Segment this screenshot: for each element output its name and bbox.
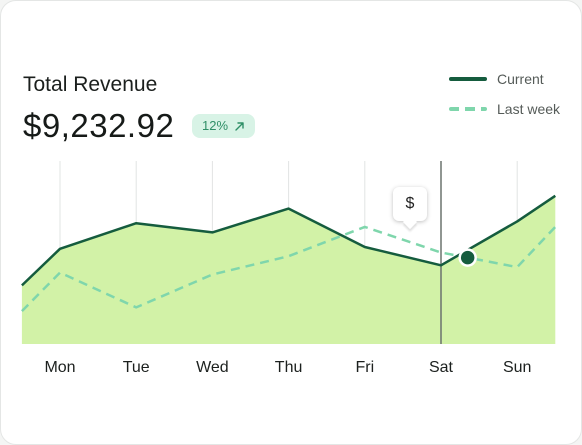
x-tick-label-mon: Mon xyxy=(44,359,76,376)
x-tick-label-tue: Tue xyxy=(122,359,150,376)
highlight-marker xyxy=(458,248,477,267)
arrow-up-right-icon xyxy=(235,121,244,131)
legend-label-current: Current xyxy=(497,71,544,87)
card-title: Total Revenue xyxy=(23,73,158,96)
x-tick-label-wed: Wed xyxy=(196,359,229,376)
x-tick-label-fri: Fri xyxy=(355,359,375,376)
change-badge: 12% xyxy=(192,114,256,138)
x-tick-label-sat: Sat xyxy=(428,359,453,376)
legend-swatch-last-week xyxy=(449,107,487,111)
legend-item-last-week[interactable]: Last week xyxy=(449,101,560,117)
x-tick-label-thu: Thu xyxy=(274,359,303,376)
legend-label-last-week: Last week xyxy=(497,101,561,117)
series-line-current xyxy=(21,194,556,287)
series-line-last-week xyxy=(21,225,557,312)
x-tick-label-sun: Sun xyxy=(502,359,532,376)
change-badge-label: 12% xyxy=(202,118,229,133)
total-amount: $9,232.92 xyxy=(23,107,175,144)
legend-item-current[interactable]: Current xyxy=(449,71,544,87)
chart-tooltip: $ xyxy=(393,187,427,221)
current-area-fill xyxy=(21,195,556,344)
legend-swatch-current xyxy=(449,77,487,81)
